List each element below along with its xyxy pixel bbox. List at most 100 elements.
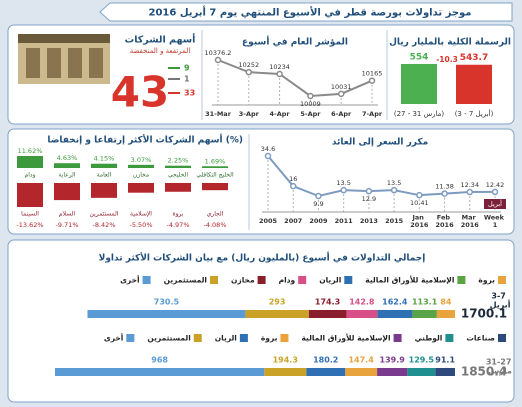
value-label: 142.8 [349, 298, 375, 307]
stat-subtitle: المرتفعة و المنخفضة [130, 47, 191, 55]
bar-segment [412, 310, 437, 318]
legend-label: صناعات [466, 334, 495, 343]
value-label: 180.2 [313, 356, 338, 365]
legend-label: الإسلامية للأوراق المالية [365, 276, 454, 285]
bar-segment [306, 368, 346, 376]
gainer-bar [165, 165, 191, 168]
loser-bar [202, 183, 228, 191]
value-label: 84 [440, 298, 452, 307]
category-label: (27 - 31 مارس) [394, 110, 445, 118]
legend-label: الوطني [415, 334, 443, 343]
legend-label: بروة [261, 334, 278, 343]
value-label: 162.4 [382, 298, 408, 307]
bar-segment [435, 368, 455, 376]
building-window [26, 48, 40, 78]
bar-segment [436, 310, 455, 318]
loser-bar [128, 183, 154, 193]
bar-segment [245, 310, 309, 318]
annotation: أبريل [488, 199, 502, 208]
value-label: 13.5 [387, 179, 401, 187]
value-label: 554 [410, 53, 429, 63]
value-label: 10031 [331, 83, 352, 91]
gainer-bar [17, 156, 43, 168]
legend-swatch [280, 334, 289, 342]
bar-segment [345, 368, 378, 376]
gainer-bar [54, 163, 80, 168]
legend-swatch [239, 334, 248, 342]
category-label: مخازن [133, 172, 149, 179]
chart-title: الرسملة الكلية بالمليار ريال [389, 38, 511, 48]
loser-bar [91, 183, 117, 198]
bar-segment [87, 310, 246, 318]
value-label: 730.5 [154, 298, 180, 307]
data-point [245, 68, 253, 76]
value-label: 13.5 [336, 179, 350, 187]
annotation-box [484, 199, 506, 209]
panel-middle [7, 128, 515, 235]
x-tick-label: 6-Apr [331, 110, 352, 118]
title-banner [99, 2, 513, 22]
value-label: 91.1 [435, 356, 455, 365]
x-tick-label: 2015 [385, 217, 404, 225]
legend-label: مخازن [231, 276, 255, 285]
value-label: 293 [269, 298, 286, 307]
bar-segment [264, 368, 307, 376]
x-tick-label: Jan 2016 [410, 213, 429, 229]
data-point [289, 182, 297, 190]
legend-label: ودام [279, 276, 296, 285]
gainer-bar [128, 164, 154, 168]
value-label: 139.9 [380, 356, 406, 365]
category-label: السينما [21, 211, 39, 218]
page-title: موجز تداولات بورصة قطر في الأسبوع المنته… [149, 6, 472, 19]
value-label: 34.6 [261, 145, 275, 153]
bar-segment [377, 310, 413, 318]
category-label: الإسلامية [130, 211, 152, 218]
data-line [267, 155, 496, 198]
data-line [217, 59, 373, 98]
chart-title: مكرر السعر إلى العائد [332, 138, 428, 148]
value-label: -8.42% [93, 221, 116, 229]
data-point [307, 92, 314, 100]
value-label: 10.41 [410, 199, 429, 207]
panel-bottom [7, 239, 515, 403]
category-label: السلام [59, 211, 75, 218]
data-point [264, 152, 272, 160]
data-point [416, 191, 423, 199]
value-label: 9.9 [313, 200, 323, 208]
category-label: ودام [25, 172, 36, 179]
x-tick-label: Feb 2016 [436, 213, 455, 229]
loser-bar [17, 183, 43, 207]
legend-label: بروة [478, 276, 495, 285]
building-window [47, 48, 61, 78]
category-label: الجاري [207, 211, 224, 218]
change-label: -10.3 [436, 55, 458, 64]
exchange-building [18, 34, 110, 84]
legend-swatch [393, 334, 402, 342]
x-tick-label: 2007 [284, 217, 302, 225]
legend-label: الريان [319, 276, 341, 285]
value-label: 968 [151, 356, 168, 365]
x-tick-label: 7-Apr [362, 110, 383, 118]
x-tick-label: 3-Apr [239, 110, 260, 118]
legend-label: أخرى [120, 275, 140, 285]
data-point [315, 192, 322, 200]
bar-segment [55, 368, 265, 376]
value-label: 10376.2 [205, 49, 232, 57]
value-label: 11.38 [435, 183, 454, 191]
value-label: 2.25% [168, 157, 189, 165]
value-label: 3.07% [131, 156, 152, 164]
value-label: 194.3 [273, 356, 298, 365]
bar-segment [377, 368, 408, 376]
legend-swatch [126, 334, 135, 342]
category-label: الرعاية [58, 172, 75, 179]
loser-bar [165, 183, 191, 192]
data-point [466, 188, 474, 196]
legend-label: المستثمرين [147, 334, 190, 343]
value-label: 10165 [362, 70, 383, 78]
legend-swatch [445, 334, 454, 342]
row-total: 1700.1 [461, 307, 507, 321]
row-label: 31-27 مارس [486, 357, 514, 376]
value-label: 11.62% [18, 147, 43, 155]
bar [401, 64, 437, 104]
